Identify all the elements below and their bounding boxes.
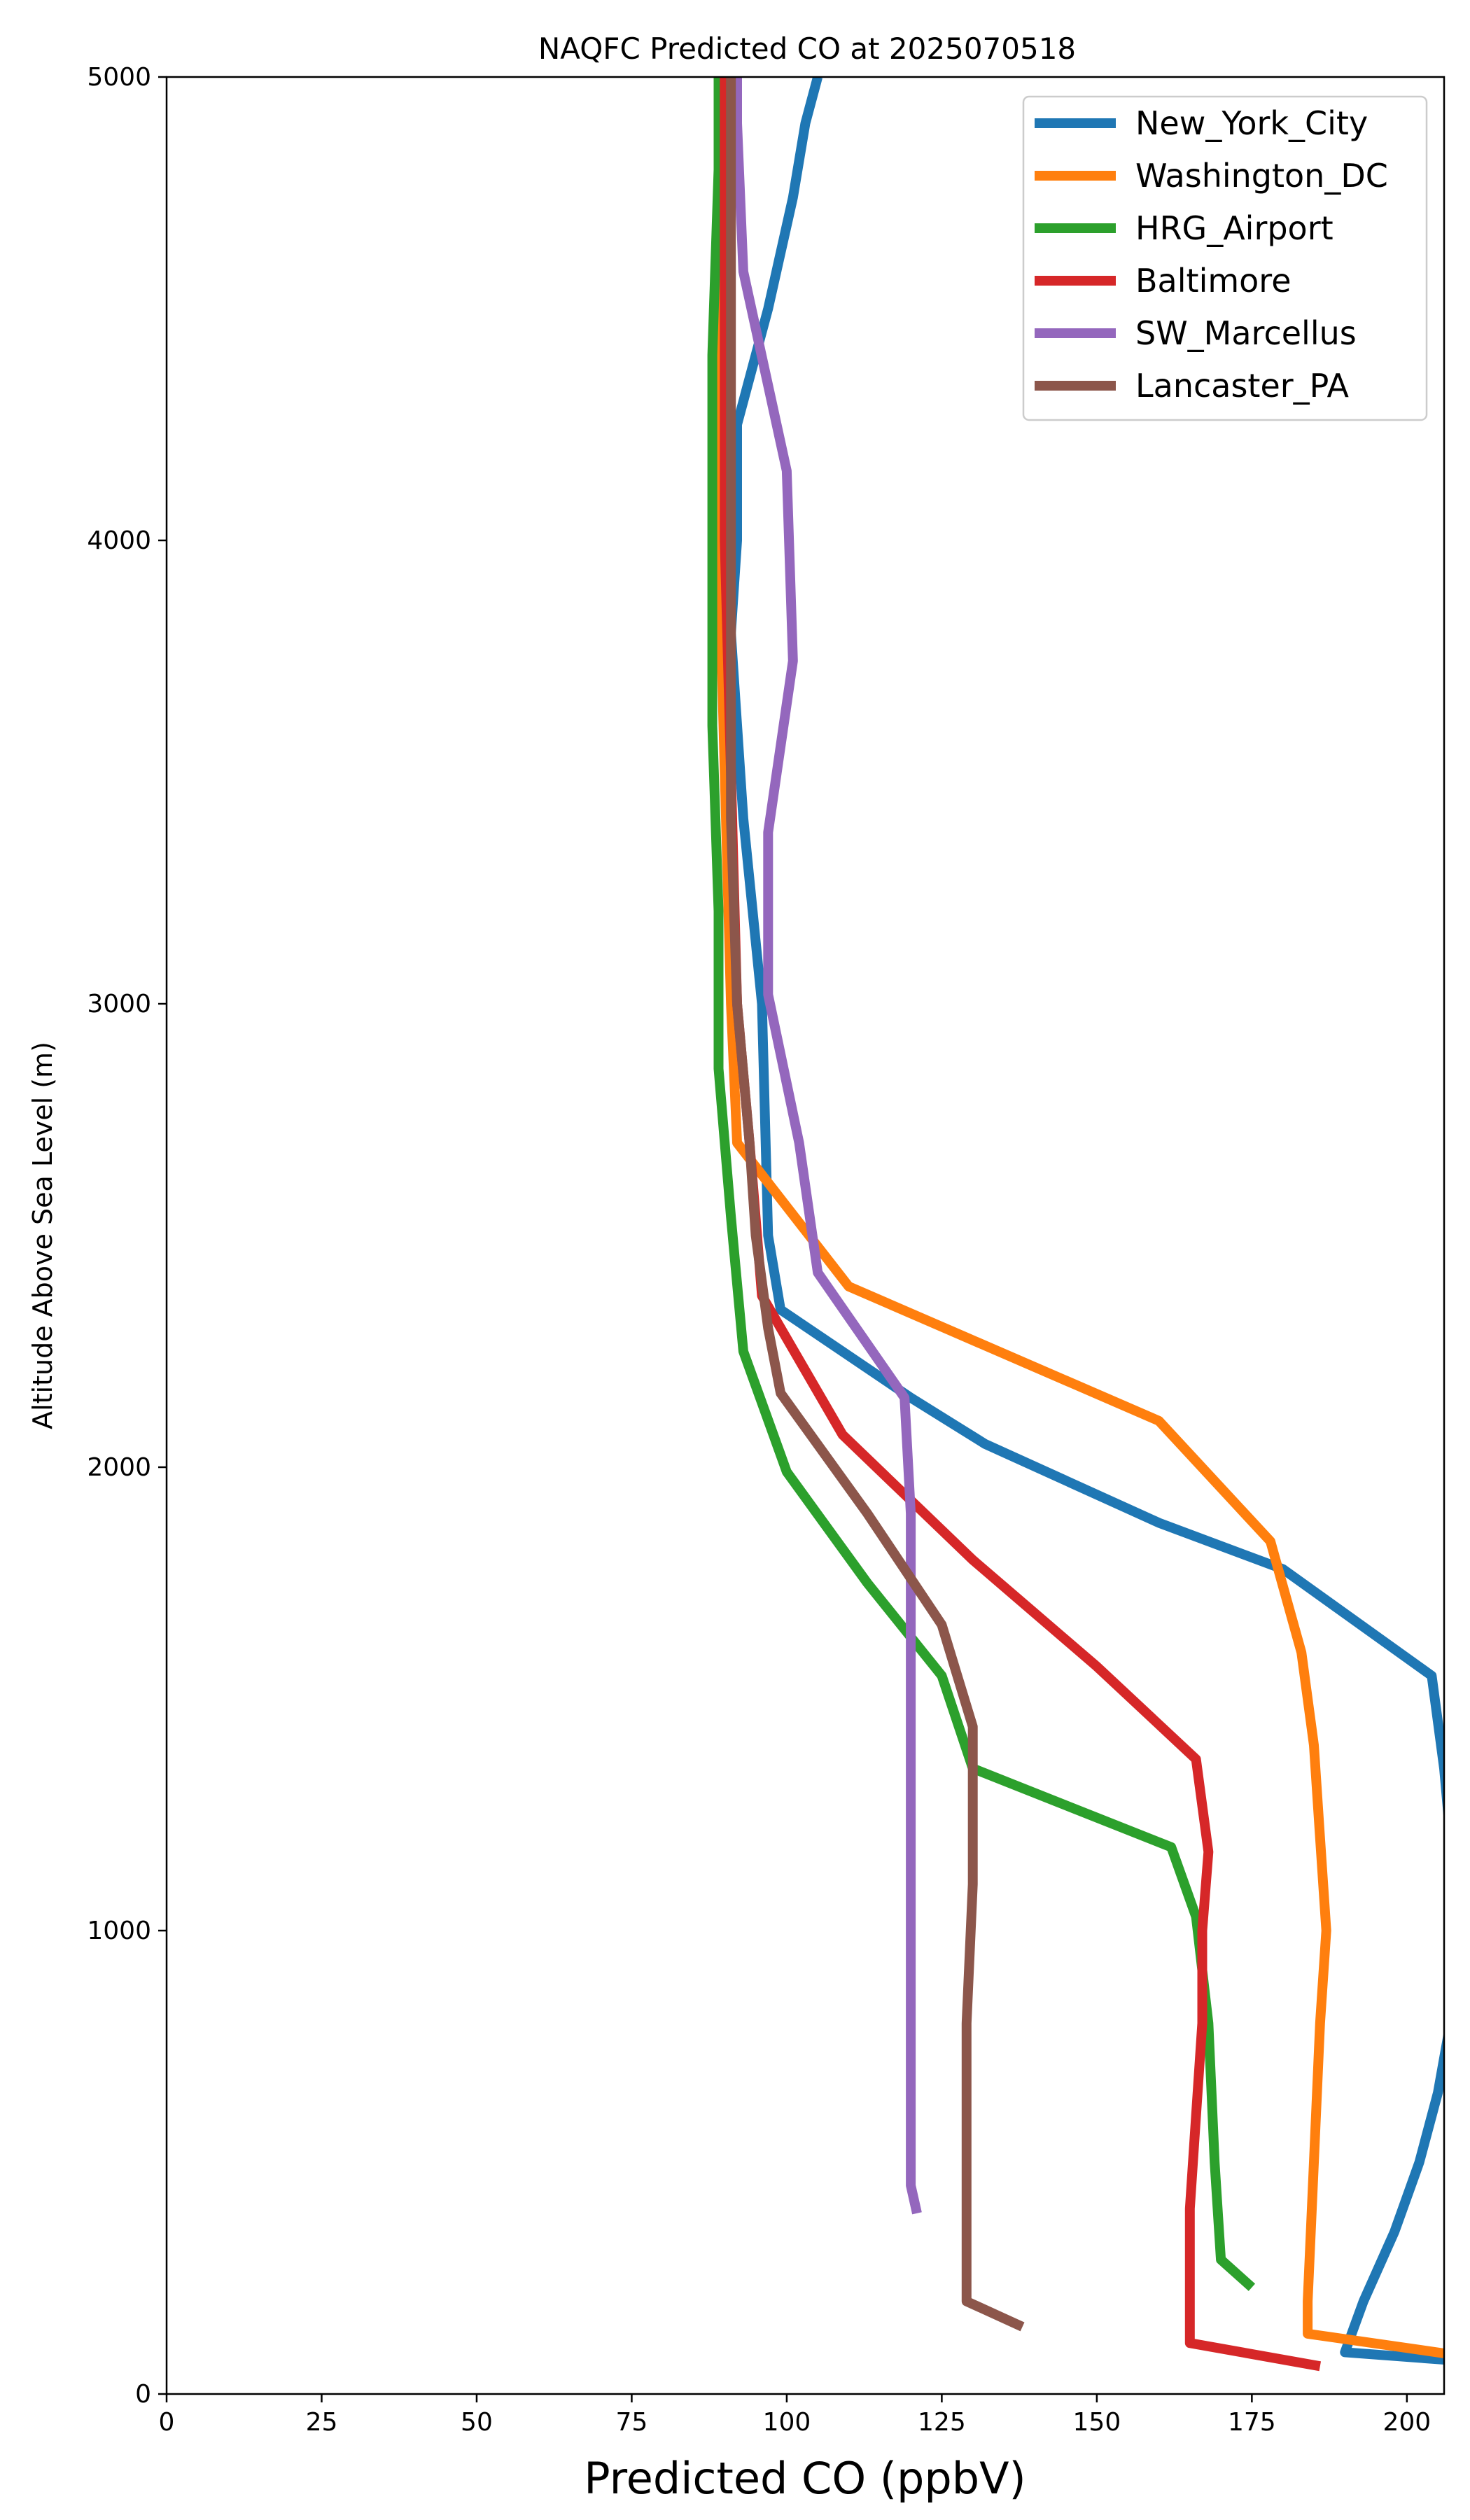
y-tick-label: 0 [135, 2380, 151, 2409]
y-tick-label: 1000 [87, 1917, 151, 1945]
x-tick-label: 100 [763, 2408, 811, 2437]
series-line-new-york-city [726, 77, 1444, 2365]
series-line-sw-marcellus [732, 77, 922, 2215]
series-line-lancaster-pa [726, 77, 1025, 2332]
x-axis-label: Predicted CO (ppbV) [584, 2453, 1026, 2504]
series-line-hrg-airport [707, 77, 1256, 2291]
y-tick-label: 3000 [87, 990, 151, 1018]
legend-label: HRG_Airport [1135, 209, 1334, 247]
plot-area [165, 76, 1446, 2395]
series-layer [707, 77, 1444, 2372]
x-tick-label: 150 [1073, 2408, 1121, 2437]
x-tick-label: 25 [306, 2408, 338, 2437]
legend-label: SW_Marcellus [1135, 314, 1357, 352]
legend-label: New_York_City [1135, 104, 1368, 142]
chart-title: NAQFC Predicted CO at 2025070518 [538, 31, 1076, 66]
legend-frame [1022, 95, 1428, 421]
series-line-washington-dc [713, 77, 1444, 2358]
x-tick-label: 200 [1382, 2408, 1431, 2437]
x-tick-label: 0 [159, 2408, 175, 2437]
y-tick-label: 5000 [87, 63, 151, 92]
x-tick-label: 125 [918, 2408, 966, 2437]
legend-label: Washington_DC [1135, 157, 1388, 195]
plot-frame [165, 76, 1446, 2395]
y-axis-label: Altitude Above Sea Level (m) [27, 1042, 58, 1429]
legend-label: Lancaster_PA [1135, 367, 1349, 405]
legend-label: Baltimore [1135, 262, 1292, 300]
x-axis: 0 25 50 75 100 125 150 175 200 [159, 2394, 1431, 2437]
x-tick-label: 50 [461, 2408, 493, 2437]
y-axis: 0 1000 2000 3000 4000 5000 [87, 63, 167, 2409]
y-tick-label: 2000 [87, 1453, 151, 1482]
x-tick-label: 175 [1228, 2408, 1276, 2437]
y-tick-label: 4000 [87, 526, 151, 555]
legend: New_York_City Washington_DC HRG_Airport Bal… [1022, 95, 1428, 421]
x-tick-label: 75 [616, 2408, 648, 2437]
